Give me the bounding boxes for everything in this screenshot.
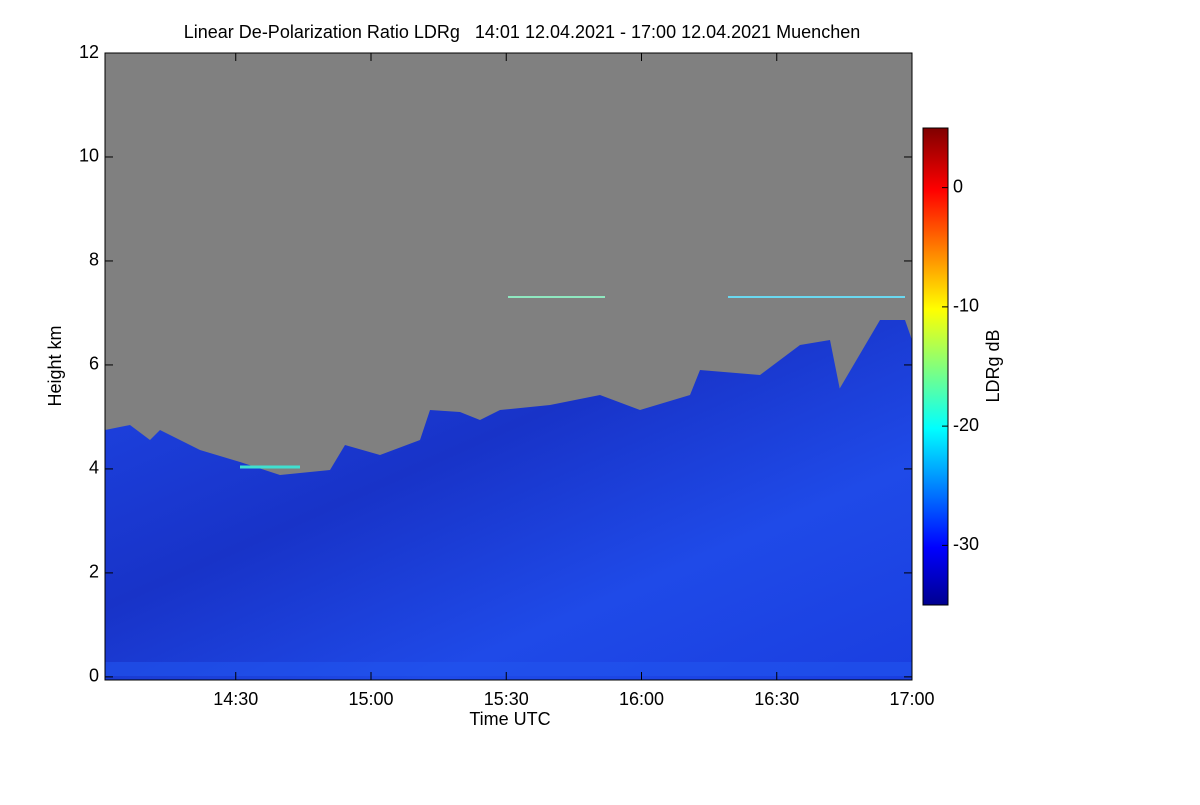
ground-layer	[105, 662, 912, 676]
y-tick-label: 2	[89, 562, 99, 582]
signal-area	[105, 320, 912, 680]
colorbar-tick-label: -30	[953, 534, 979, 554]
chart-title: Linear De-Polarization Ratio LDRg 14:01 …	[184, 22, 860, 42]
y-tick-label: 12	[79, 42, 99, 62]
plot-frame	[104, 52, 913, 681]
colorbar	[922, 127, 949, 606]
y-tick-label: 6	[89, 354, 99, 374]
x-tick-label: 15:00	[348, 689, 393, 709]
y-tick-label: 8	[89, 250, 99, 270]
y-tick-label: 10	[79, 146, 99, 166]
y-tick-label: 0	[89, 666, 99, 686]
heatmap	[105, 53, 912, 680]
colorbar-tick-label: -10	[953, 296, 979, 316]
x-axis-label: Time UTC	[469, 709, 550, 729]
x-tick-label: 15:30	[484, 689, 529, 709]
colorbar-tick-label: 0	[953, 176, 963, 196]
colorbar-tick-label: -20	[953, 415, 979, 435]
x-tick-label: 17:00	[889, 689, 934, 709]
x-tick-label: 16:30	[754, 689, 799, 709]
y-tick-label: 4	[89, 458, 99, 478]
colorbar-label: LDRg dB	[983, 329, 1003, 402]
x-tick-label: 14:30	[213, 689, 258, 709]
x-tick-label: 16:00	[619, 689, 664, 709]
y-axis-label: Height km	[45, 325, 65, 406]
